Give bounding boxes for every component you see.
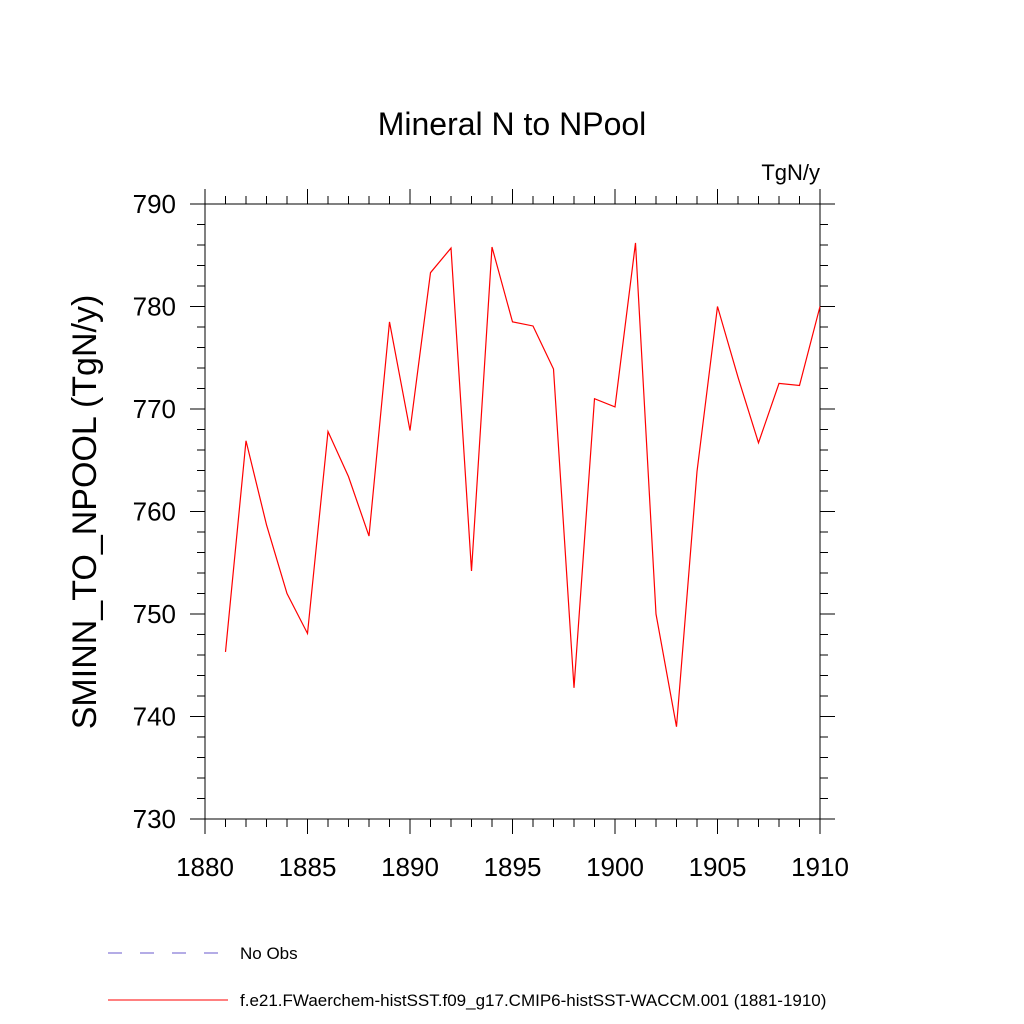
x-tick-label: 1910 xyxy=(791,852,849,882)
legend-label: No Obs xyxy=(240,944,298,963)
legend: No Obs f.e21.FWaerchem-histSST.f09_g17.CM… xyxy=(108,944,826,1010)
legend-label: f.e21.FWaerchem-histSST.f09_g17.CMIP6-hi… xyxy=(240,991,826,1010)
y-tick-label: 730 xyxy=(133,804,176,834)
x-tick-label: 1900 xyxy=(586,852,644,882)
y-tick-label: 740 xyxy=(133,702,176,732)
y-axis-label: SMINN_TO_NPOOL (TgN/y) xyxy=(66,295,104,730)
x-tick-label: 1905 xyxy=(689,852,747,882)
y-tick-label: 780 xyxy=(133,292,176,322)
chart-title: Mineral N to NPool xyxy=(378,106,647,142)
x-tick-label: 1880 xyxy=(176,852,234,882)
units-label: TgN/y xyxy=(761,160,820,185)
y-tick-label: 760 xyxy=(133,497,176,527)
plot-frame xyxy=(204,203,821,820)
series-line xyxy=(224,242,821,727)
axis-ticks: 1880 1885 1890 1895 1900 1905 1910 730 740 750 760… xyxy=(133,189,849,882)
series-group xyxy=(224,242,821,727)
y-tick-label: 770 xyxy=(133,394,176,424)
x-tick-label: 1890 xyxy=(381,852,439,882)
x-tick-label: 1895 xyxy=(484,852,542,882)
x-tick-label: 1885 xyxy=(279,852,337,882)
y-tick-label: 790 xyxy=(133,189,176,219)
y-tick-label: 750 xyxy=(133,599,176,629)
